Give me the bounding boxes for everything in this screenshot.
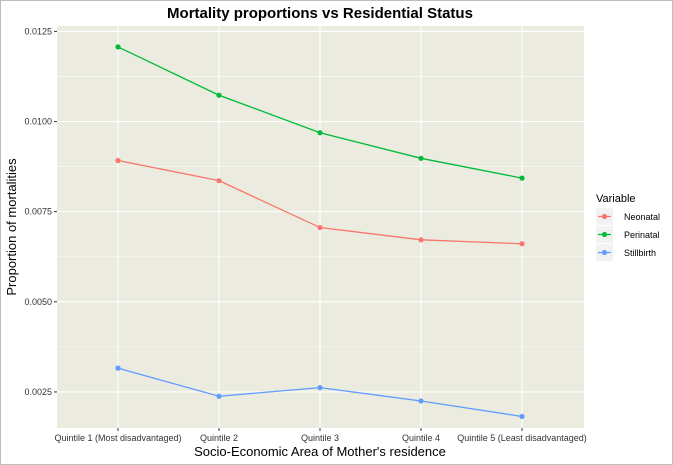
data-point-neonatal <box>519 241 525 247</box>
data-point-stillbirth <box>418 398 424 404</box>
data-point-perinatal <box>519 175 525 181</box>
data-point-stillbirth <box>216 393 222 399</box>
y-tick-label: 0.0025 <box>24 387 52 397</box>
legend-label-neonatal: Neonatal <box>624 212 660 222</box>
legend-label-stillbirth: Stillbirth <box>624 248 656 258</box>
x-tick-label: Quintile 4 <box>402 433 440 443</box>
x-tick-label: Quintile 2 <box>200 433 238 443</box>
y-tick-label: 0.0125 <box>24 26 52 36</box>
data-point-neonatal <box>317 224 323 231</box>
data-point-stillbirth <box>115 365 121 371</box>
x-tick-label: Quintile 3 <box>301 433 339 443</box>
major-gridlines <box>57 26 584 428</box>
data-point-perinatal <box>317 130 323 136</box>
data-point-stillbirth <box>519 413 525 420</box>
y-tick-label: 0.0075 <box>24 207 52 217</box>
data-point-stillbirth <box>317 385 323 391</box>
legend: Variable Neonatal Perinatal Stillbirth <box>596 193 660 261</box>
x-axis-title: Socio-Economic Area of Mother's residenc… <box>194 444 446 459</box>
chart-title: Mortality proportions vs Residential Sta… <box>167 5 473 22</box>
legend-label-perinatal: Perinatal <box>624 230 660 240</box>
y-axis: 0.0025 0.0050 0.0075 0.0100 0.0125 <box>24 26 57 397</box>
y-tick-label: 0.0100 <box>24 117 52 127</box>
data-point-perinatal <box>115 44 121 50</box>
legend-point-stillbirth <box>601 249 608 256</box>
data-point-neonatal <box>418 237 424 243</box>
data-point-perinatal <box>216 92 222 98</box>
y-tick-label: 0.0050 <box>24 297 52 307</box>
x-axis: Quintile 1 (Most disadvantaged) Quintile … <box>54 428 587 443</box>
legend-point-neonatal <box>601 213 608 220</box>
series-layer <box>115 44 525 420</box>
y-axis-title: Proportion of mortalities <box>4 158 19 296</box>
data-point-neonatal <box>216 178 222 184</box>
legend-point-perinatal <box>601 231 608 238</box>
x-tick-label: Quintile 1 (Most disadvantaged) <box>54 433 181 443</box>
legend-title: Variable <box>596 193 636 205</box>
x-tick-label: Quintile 5 (Least disadvantaged) <box>457 433 587 443</box>
data-point-neonatal <box>115 157 121 164</box>
data-point-perinatal <box>418 155 424 161</box>
